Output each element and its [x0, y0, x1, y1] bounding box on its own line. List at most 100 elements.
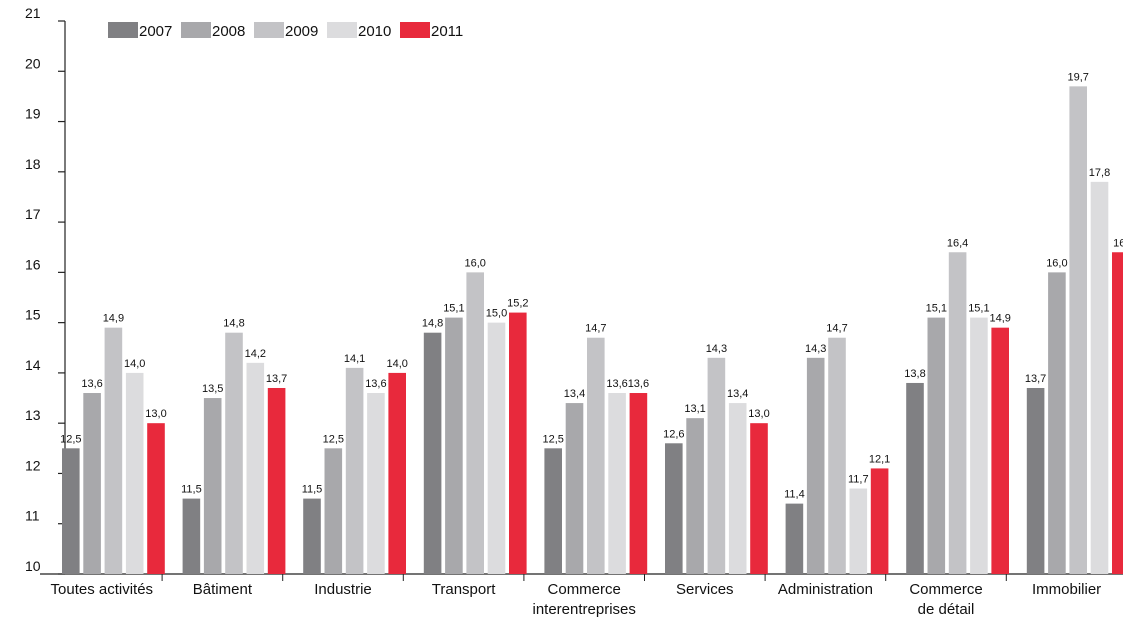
value-label: 13,7 [266, 373, 287, 385]
bar-2008-1 [203, 398, 222, 574]
y-tick-label: 19 [25, 106, 41, 122]
value-label: 15,2 [507, 298, 528, 310]
bar-2010-6 [849, 488, 868, 574]
bar-2008-7 [927, 317, 946, 574]
value-label: 14,3 [805, 343, 826, 355]
value-label: 13,5 [202, 383, 223, 395]
bar-2008-6 [806, 357, 825, 574]
y-tick-label: 11 [25, 508, 40, 524]
value-label: 12,1 [869, 453, 890, 465]
value-label: 14,8 [422, 318, 443, 330]
bar-2011-3 [509, 312, 527, 574]
value-label: 14,0 [124, 358, 145, 370]
value-label: 12,5 [542, 433, 563, 445]
bar-2009-6 [828, 337, 846, 574]
y-tick-label: 14 [25, 357, 41, 373]
legend-label: 2007 [139, 23, 172, 40]
y-tick-label: 18 [25, 156, 41, 172]
bar-2007-0 [62, 448, 80, 574]
bar-2010-5 [728, 403, 747, 574]
value-label: 16, [1113, 237, 1123, 249]
legend-label: 2008 [212, 23, 245, 40]
bars [62, 86, 1123, 574]
bar-2007-3 [423, 332, 442, 574]
value-labels: 12,5 11,5 11,5 14,8 12,5 12,6 11,4 13,8 13,7 13,6… [60, 71, 1123, 500]
bar-2007-8 [1026, 387, 1045, 574]
category-label: Commerce [909, 581, 982, 598]
value-label: 13,6 [365, 378, 386, 390]
bar-2010-3 [487, 322, 506, 574]
bar-2009-5 [707, 357, 726, 574]
value-label: 16,0 [1046, 257, 1067, 269]
bar-2008-2 [324, 448, 343, 574]
value-label: 13,8 [904, 368, 925, 380]
bar-2007-1 [182, 498, 201, 574]
y-tick-label: 13 [25, 407, 41, 423]
value-label: 17,8 [1089, 167, 1110, 179]
bar-2007-7 [906, 382, 924, 574]
bar-2011-0 [147, 423, 165, 574]
legend: 2007 2008 2009 2010 2011 [108, 22, 463, 40]
bar-2010-2 [367, 393, 385, 574]
bar-2008-0 [83, 393, 101, 574]
legend-swatch-2011 [400, 22, 430, 38]
y-tick-label: 17 [25, 206, 41, 222]
bar-2009-7 [948, 252, 967, 574]
category-label: Immobilier [1032, 581, 1101, 598]
value-label: 12,5 [323, 433, 344, 445]
category-label: Toutes activités [51, 581, 154, 598]
value-label: 13,1 [684, 403, 705, 415]
value-label: 14,7 [826, 323, 847, 335]
value-label: 13,0 [145, 408, 166, 420]
bar-2010-0 [125, 372, 144, 574]
value-label: 14,3 [706, 343, 727, 355]
bar-2008-4 [565, 403, 584, 574]
value-label: 14,1 [344, 353, 365, 365]
bar-2011-5 [750, 423, 768, 574]
bar-2011-6 [870, 468, 889, 574]
bar-2009-3 [466, 272, 484, 574]
value-label: 12,5 [60, 433, 81, 445]
value-label: 11,5 [302, 484, 323, 496]
value-label: 14,8 [223, 318, 244, 330]
bar-2008-8 [1048, 272, 1066, 574]
bar-2011-7 [991, 327, 1009, 574]
bar-2007-4 [544, 448, 562, 574]
value-label: 12,6 [663, 428, 684, 440]
legend-swatch-2010 [327, 22, 357, 38]
legend-label: 2009 [285, 23, 318, 40]
value-label: 14,0 [386, 358, 407, 370]
category-label: Administration [778, 581, 873, 598]
value-label: 13,4 [727, 388, 748, 400]
y-tick-label: 16 [25, 256, 41, 272]
bar-2008-3 [445, 317, 463, 574]
category-label: Transport [432, 581, 496, 598]
category-label: Commerce [548, 581, 621, 598]
value-label: 14,7 [585, 323, 606, 335]
category-label: Industrie [314, 581, 372, 598]
value-label: 15,1 [926, 303, 947, 315]
value-label: 15,0 [486, 308, 507, 320]
bar-2007-5 [665, 443, 683, 574]
bar-2009-4 [587, 337, 605, 574]
value-label: 16,4 [947, 237, 968, 249]
y-tick-label: 15 [25, 307, 41, 323]
legend-swatch-2008 [181, 22, 211, 38]
value-label: 14,9 [989, 313, 1010, 325]
value-label: 13,6 [81, 378, 102, 390]
value-label: 11,7 [848, 474, 869, 486]
value-label: 15,1 [968, 303, 989, 315]
value-label: 16,0 [464, 257, 485, 269]
bar-2011-2 [388, 372, 406, 574]
bar-2010-1 [246, 362, 265, 574]
legend-swatch-2009 [254, 22, 284, 38]
legend-swatch-2007 [108, 22, 138, 38]
value-label: 13,6 [628, 378, 649, 390]
category-label: interentreprises [533, 601, 636, 618]
bar-2007-2 [303, 498, 321, 574]
bar-2011-1 [267, 387, 286, 574]
bar-2010-4 [608, 393, 626, 574]
y-tick-label: 10 [25, 558, 41, 574]
bar-2009-8 [1069, 86, 1087, 574]
